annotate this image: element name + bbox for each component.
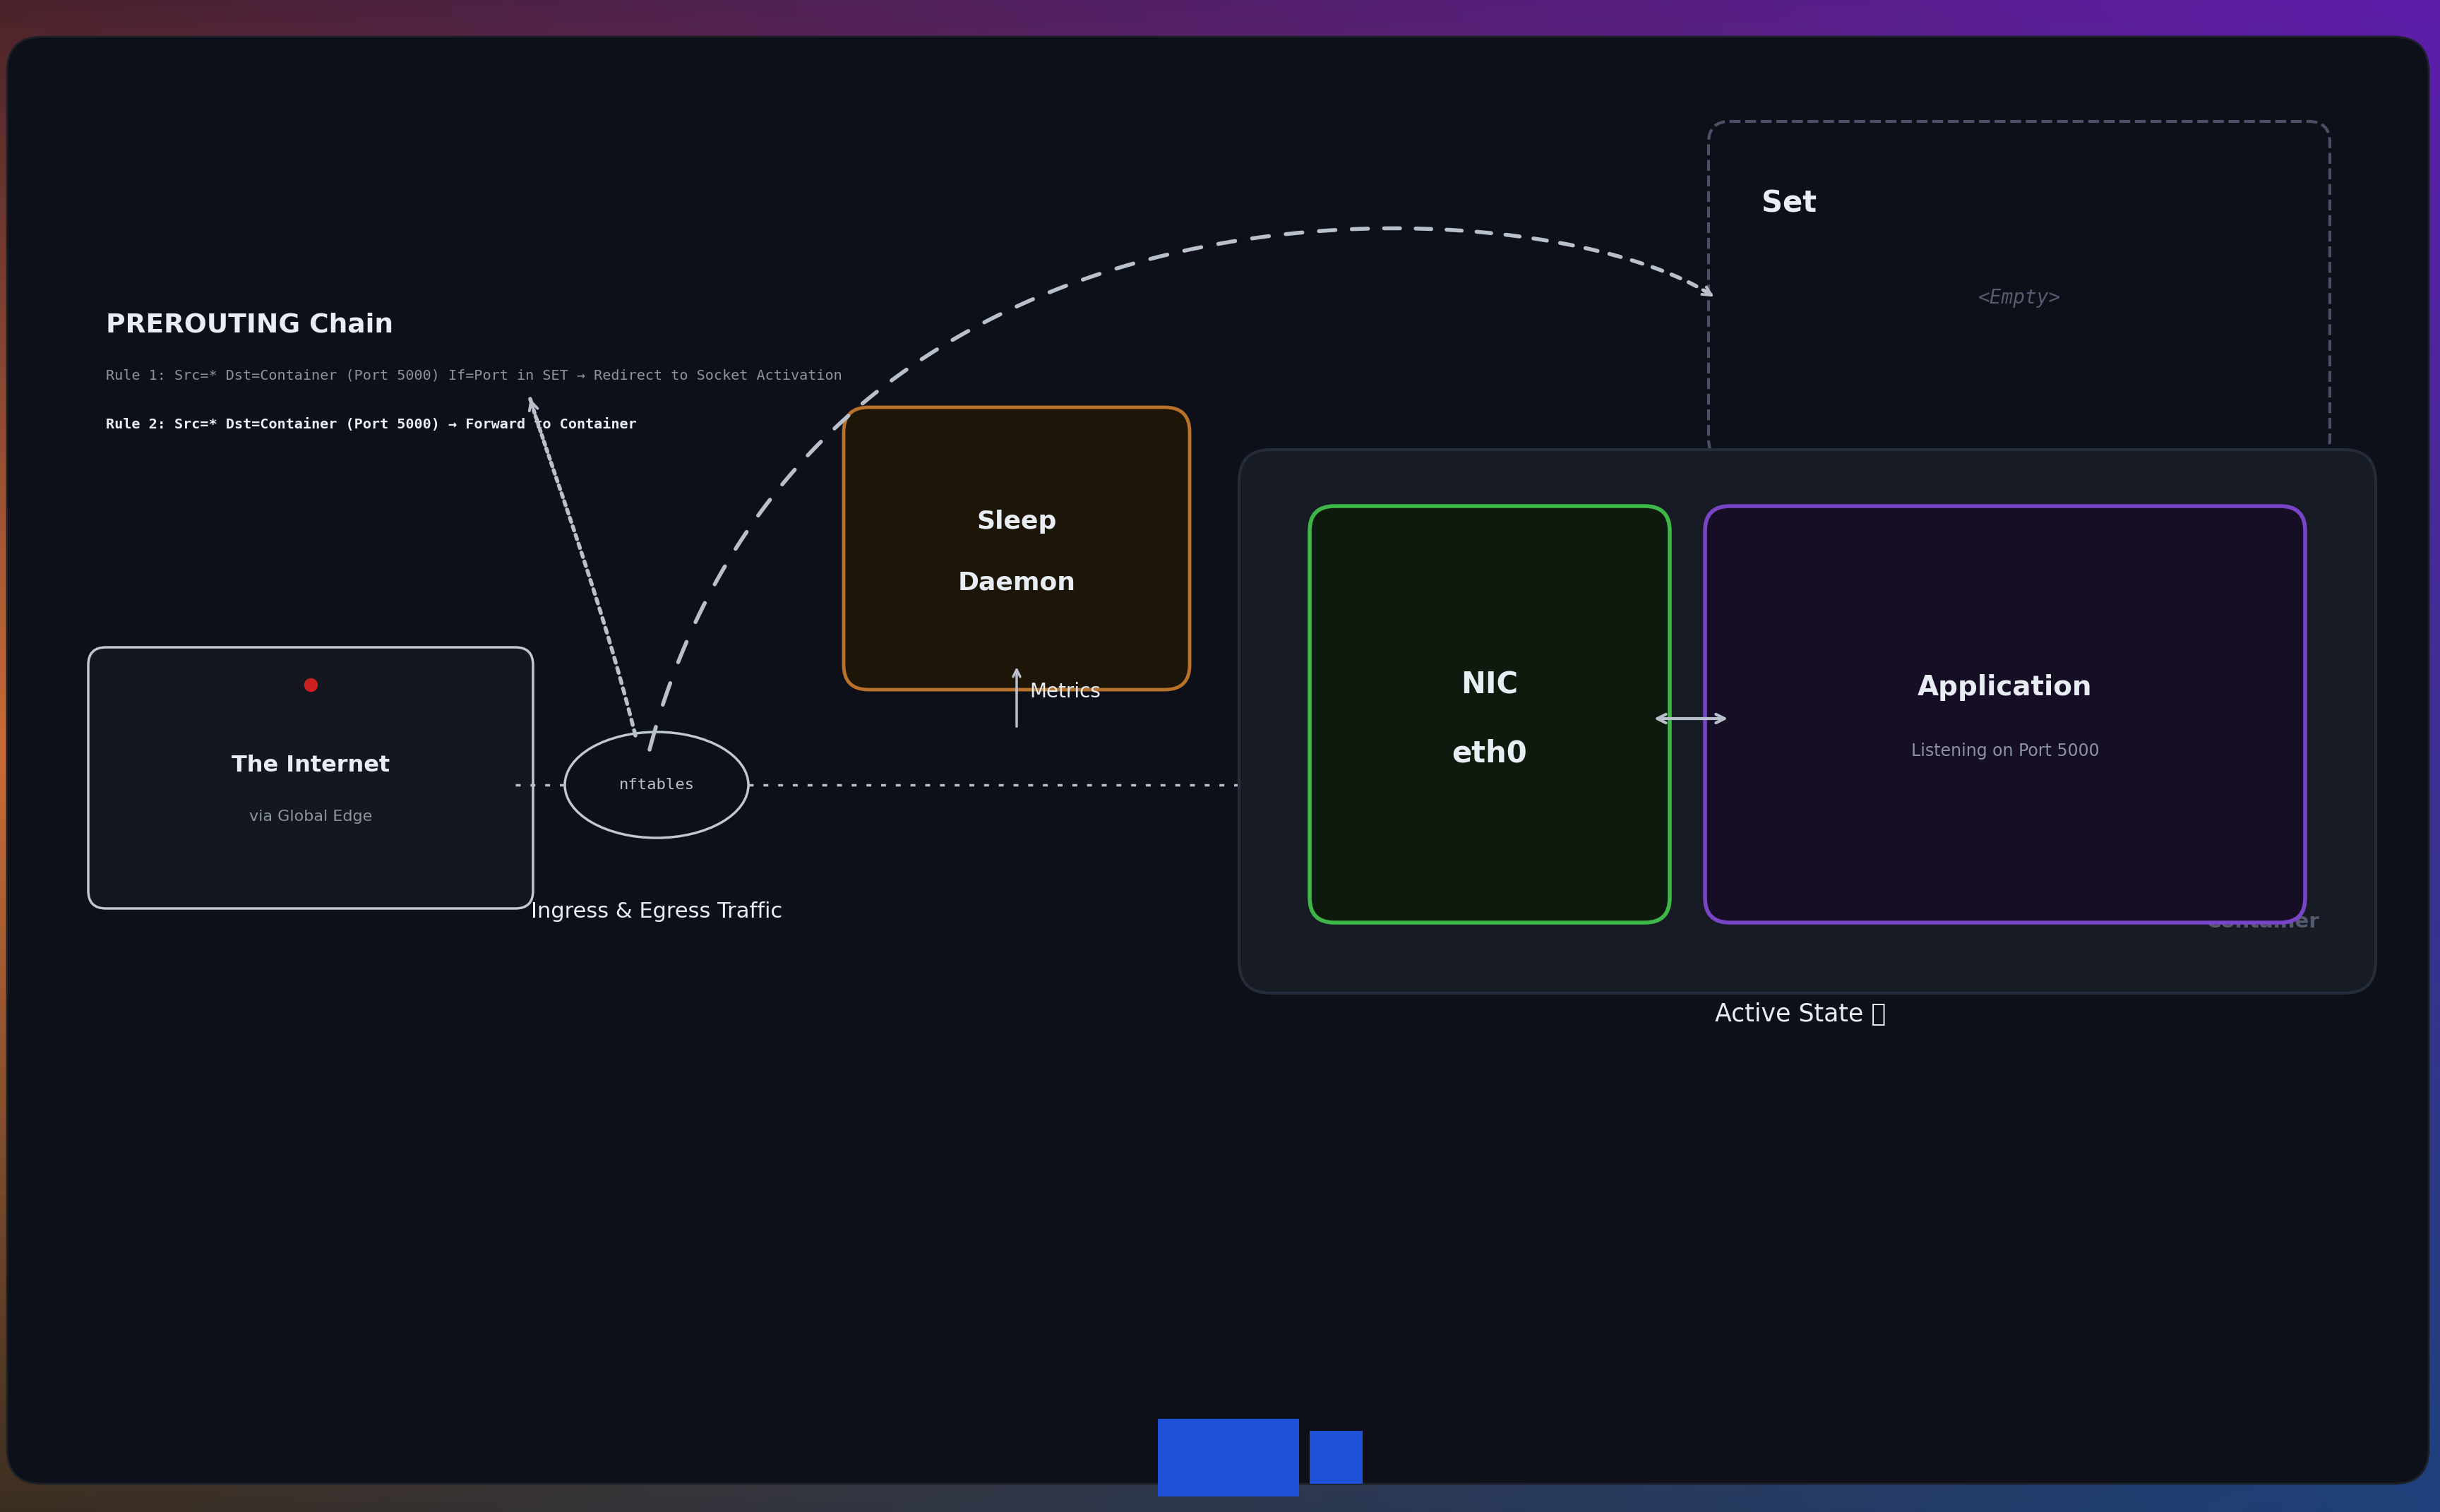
Text: The Internet: The Internet (232, 754, 390, 776)
Text: Daemon: Daemon (959, 570, 1076, 594)
Text: Sleep: Sleep (976, 510, 1057, 534)
FancyBboxPatch shape (1706, 507, 2306, 922)
FancyBboxPatch shape (1310, 1430, 1362, 1483)
FancyBboxPatch shape (1159, 1418, 1298, 1497)
FancyBboxPatch shape (1240, 449, 2377, 993)
FancyBboxPatch shape (844, 407, 1191, 689)
Text: <Empty>: <Empty> (1979, 287, 2062, 308)
Text: Rule 2: Src=* Dst=Container (Port 5000) → Forward to Container: Rule 2: Src=* Dst=Container (Port 5000) … (105, 417, 637, 431)
Text: NIC: NIC (1462, 670, 1518, 700)
Text: PREROUTING Chain: PREROUTING Chain (105, 311, 393, 337)
Text: eth0: eth0 (1452, 738, 1527, 768)
Text: nftables: nftables (620, 777, 695, 792)
Text: Listening on Port 5000: Listening on Port 5000 (1911, 742, 2098, 759)
FancyBboxPatch shape (1708, 121, 2330, 460)
Text: Set: Set (1762, 189, 1818, 218)
Text: Ingress & Egress Traffic: Ingress & Egress Traffic (532, 901, 783, 922)
FancyBboxPatch shape (1310, 507, 1669, 922)
Text: Rule 1: Src=* Dst=Container (Port 5000) If=Port in SET → Redirect to Socket Acti: Rule 1: Src=* Dst=Container (Port 5000) … (105, 369, 842, 383)
Text: Container: Container (2206, 912, 2320, 931)
FancyBboxPatch shape (7, 36, 2428, 1483)
Text: via Global Edge: via Global Edge (249, 809, 373, 824)
Text: Application: Application (1918, 674, 2094, 702)
Text: Active State 🏃: Active State 🏃 (1715, 1002, 1886, 1027)
Text: Metrics: Metrics (1030, 682, 1100, 702)
FancyBboxPatch shape (88, 647, 532, 909)
Ellipse shape (564, 732, 749, 838)
